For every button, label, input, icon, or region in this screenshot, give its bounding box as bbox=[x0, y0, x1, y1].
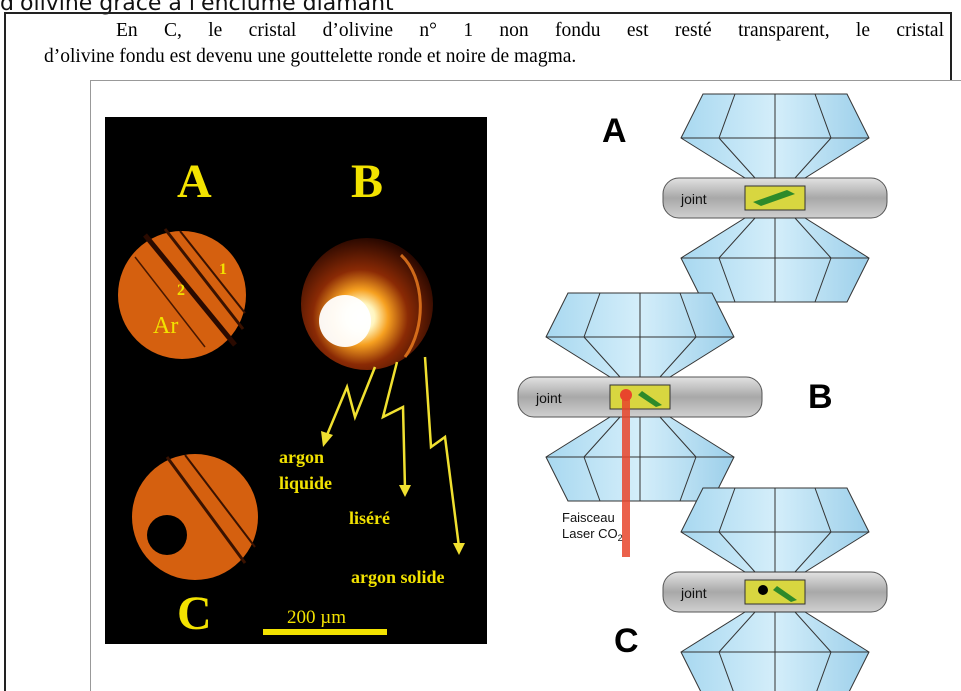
argon-label-ar: Ar bbox=[153, 313, 178, 339]
joint-label-c: joint bbox=[680, 585, 707, 601]
crystal-b-glowing bbox=[301, 238, 433, 370]
laser-label-line1: Faisceau bbox=[562, 510, 615, 525]
arrows bbox=[325, 356, 461, 548]
diamond-anvil-schematic: joint A joint B Faisceau Laser CO2 bbox=[510, 86, 960, 691]
micrograph-photo: A B C 1 2 Ar bbox=[105, 117, 487, 644]
crystal-label-2: 2 bbox=[177, 282, 185, 299]
laser-beam bbox=[622, 397, 630, 557]
schematic-label-a: A bbox=[602, 112, 627, 150]
paragraph-line-2: d’olivine fondu est devenu une gouttelet… bbox=[44, 46, 577, 67]
label-argon-solide: argon solide bbox=[351, 567, 445, 587]
schematic-label-b: B bbox=[808, 378, 833, 416]
micrograph-drawing: A B C 1 2 Ar bbox=[118, 155, 465, 640]
crystal-label-1: 1 bbox=[219, 261, 227, 278]
schematic-label-c: C bbox=[614, 622, 639, 660]
cell-b: joint bbox=[517, 292, 763, 557]
laser-label-line2: Laser CO2 bbox=[562, 526, 623, 543]
scale-label: 200 µm bbox=[287, 607, 346, 628]
caption-paragraph: En C, le cristal d’olivine n° 1 non fond… bbox=[44, 18, 944, 70]
schematic-drawing: joint A joint B Faisceau Laser CO2 bbox=[517, 93, 888, 691]
sample-c bbox=[744, 579, 806, 605]
laser-subscript: 2 bbox=[618, 533, 623, 543]
sample-b bbox=[609, 384, 671, 410]
magma-droplet bbox=[758, 585, 768, 595]
laser-line2-text: Laser CO bbox=[562, 526, 618, 541]
paragraph-line-1: En C, le cristal d’olivine n° 1 non fond… bbox=[116, 20, 944, 41]
label-argon-liquide-1: argon bbox=[279, 447, 324, 467]
arrow-lisere bbox=[381, 361, 407, 490]
photo-label-b: B bbox=[351, 155, 383, 208]
photo-label-a: A bbox=[177, 155, 212, 208]
scale-bar bbox=[263, 629, 387, 635]
crystal-c bbox=[132, 454, 258, 580]
sample-a bbox=[744, 185, 806, 211]
cell-a: joint bbox=[662, 93, 888, 303]
arrow-argon-liquide bbox=[325, 366, 377, 436]
crystal-a: 1 2 Ar bbox=[118, 228, 246, 359]
arrow-argon-solide bbox=[423, 356, 461, 548]
label-argon-liquide-2: liquide bbox=[279, 473, 332, 493]
photo-label-c: C bbox=[177, 587, 212, 640]
joint-label-a: joint bbox=[680, 191, 707, 207]
cell-c: joint bbox=[662, 487, 888, 691]
label-lisere: liséré bbox=[349, 508, 390, 528]
arrowheads bbox=[321, 431, 465, 555]
joint-label-b: joint bbox=[535, 390, 562, 406]
